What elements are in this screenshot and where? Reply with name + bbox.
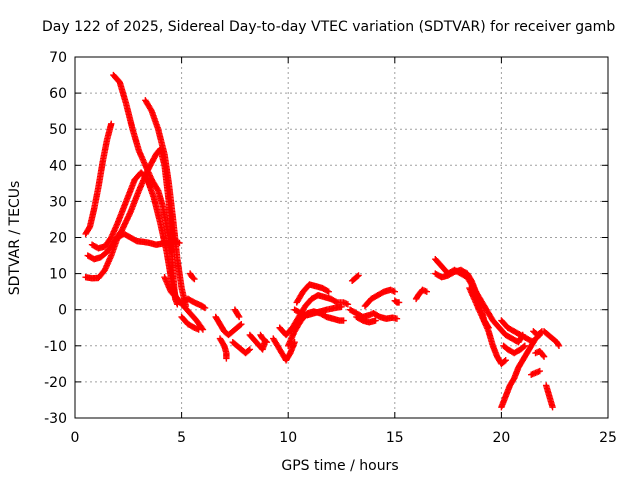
y-tick-label: 70: [49, 50, 67, 66]
data-point-marker: [246, 346, 254, 353]
data-point-marker: [537, 329, 545, 336]
series-track-b: [82, 120, 115, 238]
series-track-ag: [500, 342, 529, 357]
data-point-marker: [340, 317, 347, 324]
data-point-marker: [395, 299, 403, 306]
series-track-am: [530, 328, 546, 339]
data-point-marker: [555, 342, 563, 349]
series-track-j: [186, 270, 198, 283]
data-point-marker: [536, 367, 543, 375]
data-point-marker: [521, 342, 529, 349]
series-track-aa: [391, 297, 403, 306]
series-track-l: [216, 335, 230, 362]
data-point-marker: [391, 288, 398, 295]
series-track-p: [257, 331, 271, 346]
series-track-al: [542, 382, 556, 411]
data-point-marker: [235, 312, 242, 319]
series-track-v: [348, 272, 362, 285]
data-point-marker: [201, 304, 209, 312]
series-track-n: [231, 306, 243, 321]
y-tick-label: -30: [44, 411, 67, 427]
data-point-marker: [539, 352, 547, 359]
data-point-marker: [245, 347, 252, 354]
data-point-marker: [423, 288, 430, 295]
series-track-t: [293, 281, 332, 306]
y-tick-label: 10: [49, 267, 67, 283]
data-point-marker: [555, 341, 562, 348]
series-track-ai: [532, 348, 548, 360]
chart-title: Day 122 of 2025, Sidereal Day-to-day VTE…: [42, 19, 615, 35]
series-track-h: [178, 295, 209, 312]
x-tick-label: 25: [599, 430, 617, 446]
data-point-marker: [354, 273, 361, 280]
series-track-ae: [466, 284, 509, 368]
series-track-i: [178, 313, 202, 333]
series-track-o: [246, 331, 268, 353]
data-point-marker: [238, 320, 245, 328]
data-point-marker: [520, 343, 527, 350]
data-point-marker: [263, 338, 271, 346]
data-point-marker: [501, 357, 508, 365]
data-point-marker: [338, 303, 345, 311]
data-point-marker: [167, 248, 175, 256]
y-tick-label: 60: [49, 86, 67, 102]
series-track-e: [110, 71, 175, 256]
y-tick-label: 30: [49, 194, 67, 210]
series-track-f: [142, 97, 190, 310]
x-tick-label: 10: [279, 430, 297, 446]
data-point-marker: [195, 326, 202, 333]
data-point-marker: [223, 355, 230, 362]
data-point-marker: [355, 272, 362, 279]
series-track-ak: [528, 367, 543, 378]
data-point-marker: [237, 321, 244, 329]
data-point-marker: [147, 106, 155, 113]
x-tick-label: 0: [71, 430, 80, 446]
data-point-marker: [235, 313, 243, 321]
y-tick-label: 40: [49, 158, 67, 174]
series-track-g: [161, 274, 207, 333]
axis-ticks: 0 5 10 15 20 25 -30 -20 -10 0 10 20 30 40 50 60 70: [44, 50, 617, 446]
data-point-marker: [549, 403, 556, 411]
x-axis-label: GPS time / hours: [281, 458, 398, 474]
series-track-m: [229, 338, 254, 357]
data-point-marker: [324, 287, 331, 295]
y-tick-label: -10: [44, 339, 67, 355]
y-tick-label: 20: [49, 231, 67, 247]
series-track-af: [498, 317, 537, 346]
data-point-marker: [344, 301, 352, 308]
data-point-marker: [502, 357, 509, 364]
series-track-z: [370, 310, 401, 322]
data-points: [82, 71, 563, 411]
data-point-marker: [538, 328, 546, 335]
y-tick-label: -20: [44, 375, 67, 391]
data-point-marker: [325, 288, 332, 295]
y-tick-label: 50: [49, 122, 67, 138]
series-track-q: [270, 335, 298, 364]
y-tick-label: 0: [58, 303, 67, 319]
data-point-marker: [191, 275, 198, 283]
series-track-y: [361, 286, 398, 310]
data-point-marker: [190, 274, 197, 282]
series-track-u: [291, 303, 345, 319]
series-track-ab: [412, 286, 430, 303]
series-track-x: [353, 313, 379, 326]
data-point-marker: [372, 317, 379, 324]
y-axis-label: SDTVAR / TECUs: [7, 181, 23, 296]
series-track-k: [212, 313, 245, 339]
data-point-marker: [540, 353, 548, 360]
data-point-marker: [291, 338, 298, 346]
x-tick-label: 15: [386, 430, 404, 446]
data-point-marker: [393, 315, 401, 322]
x-tick-label: 5: [177, 430, 186, 446]
data-point-marker: [262, 338, 270, 345]
x-tick-label: 20: [492, 430, 510, 446]
data-point-marker: [108, 120, 115, 127]
data-point-marker: [332, 298, 340, 305]
